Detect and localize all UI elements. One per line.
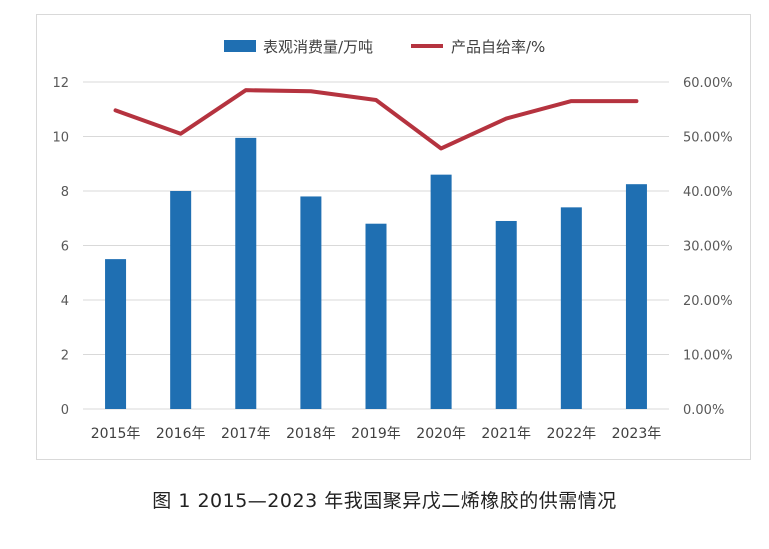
y-right-tick-label: 20.00% — [683, 294, 733, 309]
y-left-tick-label: 8 — [61, 185, 69, 200]
legend-label-line: 产品自给率/% — [451, 38, 545, 56]
y-left-tick-label: 4 — [61, 294, 69, 309]
x-tick-label: 2019年 — [351, 426, 401, 442]
y-left-tick-label: 0 — [61, 403, 69, 418]
x-tick-label: 2023年 — [612, 426, 662, 442]
legend-swatch-bar — [224, 40, 256, 52]
x-tick-label: 2018年 — [286, 426, 336, 442]
y-right-tick-label: 30.00% — [683, 240, 733, 255]
y-right-tick-label: 10.00% — [683, 349, 733, 364]
legend-label-bar: 表观消费量/万吨 — [263, 38, 373, 56]
bar — [560, 207, 582, 409]
bar — [625, 184, 647, 409]
x-tick-label: 2016年 — [156, 426, 206, 442]
x-tick-label: 2020年 — [416, 426, 466, 442]
y-left-tick-label: 12 — [52, 76, 69, 91]
figure-caption: 图 1 2015—2023 年我国聚异戊二烯橡胶的供需情况 — [152, 490, 617, 512]
y-right-tick-label: 60.00% — [683, 76, 733, 91]
y-right-tick-label: 0.00% — [683, 403, 724, 418]
chart-svg: 0 2 4 6 8 10 12 0.00% 10.00% 20.00% 30.00% 40.00% 50… — [52, 38, 733, 442]
bar — [300, 196, 322, 409]
bar — [365, 223, 387, 409]
chart-frame: 0 2 4 6 8 10 12 0.00% 10.00% 20.00% 30.00% 40.00% 50… — [36, 14, 751, 460]
bar — [495, 220, 517, 409]
y-left-tick-label: 10 — [52, 131, 69, 146]
x-tick-label: 2017年 — [221, 426, 271, 442]
y-left-tick-label: 6 — [61, 240, 69, 255]
bar — [170, 191, 192, 409]
x-tick-label: 2015年 — [91, 426, 141, 442]
y-right-tick-label: 50.00% — [683, 131, 733, 146]
y-right-tick-label: 40.00% — [683, 185, 733, 200]
x-tick-label: 2021年 — [481, 426, 531, 442]
bar — [235, 137, 257, 410]
bar — [105, 259, 127, 409]
bar — [430, 174, 452, 409]
x-tick-label: 2022年 — [547, 426, 597, 442]
y-left-tick-label: 2 — [61, 349, 69, 364]
line-series — [113, 88, 639, 151]
